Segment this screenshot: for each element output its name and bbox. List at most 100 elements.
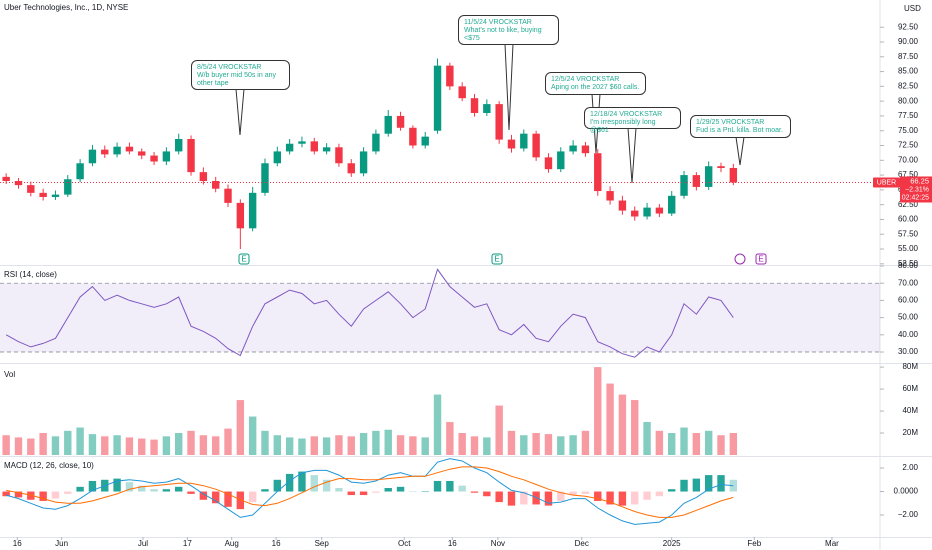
y-tick-label: 77.50 (898, 111, 919, 120)
volume-bar (2, 435, 10, 455)
y-tick-label: 52.50 (898, 259, 919, 268)
candle-body (372, 133, 380, 152)
volume-bar (384, 429, 392, 455)
candle-body (680, 175, 688, 196)
callout-title: 12/18/24 VROCKSTAR (590, 111, 663, 118)
event-marker[interactable] (755, 253, 767, 265)
candle-body (261, 163, 269, 193)
candle-body (655, 207, 664, 214)
x-tick-label: Feb (747, 539, 761, 548)
macd-histogram-bar (211, 491, 220, 504)
candle-body (409, 127, 417, 146)
event-markers: E E E (238, 253, 767, 265)
price-tag (900, 176, 932, 203)
macd-histogram-bar (594, 491, 602, 501)
volume-bar (470, 436, 479, 455)
volume-bar (495, 405, 503, 455)
candle-body (483, 104, 491, 113)
y-tick-label: 40.00 (898, 330, 919, 339)
candle-body (359, 151, 368, 174)
x-tick-label: 16 (448, 539, 457, 548)
candle-body (631, 210, 639, 217)
volume-bar (606, 383, 614, 455)
x-tick-label: 17 (183, 539, 192, 548)
candle-body (322, 147, 331, 152)
macd-histogram-bar (51, 491, 60, 499)
macd-histogram-bar (704, 475, 713, 492)
candle-body (285, 143, 294, 152)
macd-histogram-bar (581, 491, 590, 494)
macd-histogram-bar (396, 486, 405, 492)
volume-bar (421, 437, 429, 455)
y-tick-label: 40M (902, 406, 918, 415)
y-tick-label: 55.00 (898, 244, 919, 253)
y-tick-label: 57.50 (898, 229, 919, 238)
event-label: E (758, 255, 763, 264)
candle-body (520, 133, 528, 149)
y-tick-label: 72.50 (898, 141, 919, 150)
macd-histogram-bar (2, 491, 10, 497)
volume-bar (569, 435, 577, 455)
x-tick-label: Dec (575, 539, 589, 548)
price-tag-value: 66.25 (910, 176, 929, 185)
x-tick-label: Aug (225, 539, 239, 548)
volume-bar (335, 435, 343, 455)
volume-bar (187, 430, 195, 455)
volume-bar (162, 436, 171, 455)
candle-body (298, 141, 306, 144)
y-tick-label: 70.00 (898, 155, 919, 164)
macd-histogram-bar (532, 491, 540, 505)
y-tick-label: 0.0000 (894, 487, 919, 496)
macd-histogram-bar (261, 489, 269, 492)
callout-text: What's not to like, buying <$75 (464, 27, 542, 42)
candle-body (310, 141, 318, 152)
volume-bar (507, 430, 516, 455)
macd-histogram-bar (668, 489, 676, 492)
macd-histogram-bar (64, 491, 72, 494)
candle-body (27, 185, 35, 193)
volume-bar (113, 435, 121, 455)
macd-histogram-bar (409, 491, 417, 493)
volume-bar (261, 430, 269, 455)
y-tick-label: 82.50 (898, 81, 919, 90)
volume-bar (150, 439, 158, 455)
candle-body (175, 139, 183, 152)
candle-body (236, 202, 245, 229)
volume-bar (729, 433, 738, 455)
macd-histogram-bar (199, 491, 208, 500)
macd-histogram-bar (557, 491, 565, 501)
x-tick-label: 16 (13, 539, 22, 548)
x-tick-label: Nov (491, 539, 505, 548)
candle-body (470, 98, 479, 113)
candle-body (507, 139, 516, 149)
volume-bar (211, 436, 220, 455)
candle-body (446, 65, 454, 87)
y-tick-label: 92.50 (898, 22, 919, 31)
macd-histogram-bar (76, 486, 84, 492)
volume-bar (446, 422, 454, 455)
volume-bar (532, 433, 540, 455)
candle-body (101, 149, 109, 155)
y-tick-label: 70.00 (898, 278, 919, 287)
macd-histogram-bar (113, 478, 121, 492)
macd-histogram-bar (421, 491, 429, 493)
volume-bar (175, 433, 183, 455)
candle-body (692, 175, 701, 187)
macd-histogram-bar (433, 480, 442, 492)
candle-body (606, 191, 614, 201)
macd-histogram-bar (125, 482, 134, 492)
candle-body (335, 147, 343, 164)
event-marker[interactable] (238, 253, 250, 265)
y-tick-label: 62.50 (898, 200, 919, 209)
macd-histogram-bar (310, 475, 318, 492)
candle-body (113, 146, 121, 155)
event-marker[interactable] (491, 253, 503, 265)
x-tick-label: 16 (272, 539, 281, 548)
callout: 8/5/24 VROCKSTAR W/b buyer mid 50s in an… (191, 60, 290, 90)
dividend-marker[interactable] (734, 253, 746, 265)
symbol-tag (873, 177, 900, 188)
candle-body (532, 133, 540, 158)
y-tick-label: 2.00 (902, 463, 918, 472)
volume-bar (236, 400, 245, 455)
